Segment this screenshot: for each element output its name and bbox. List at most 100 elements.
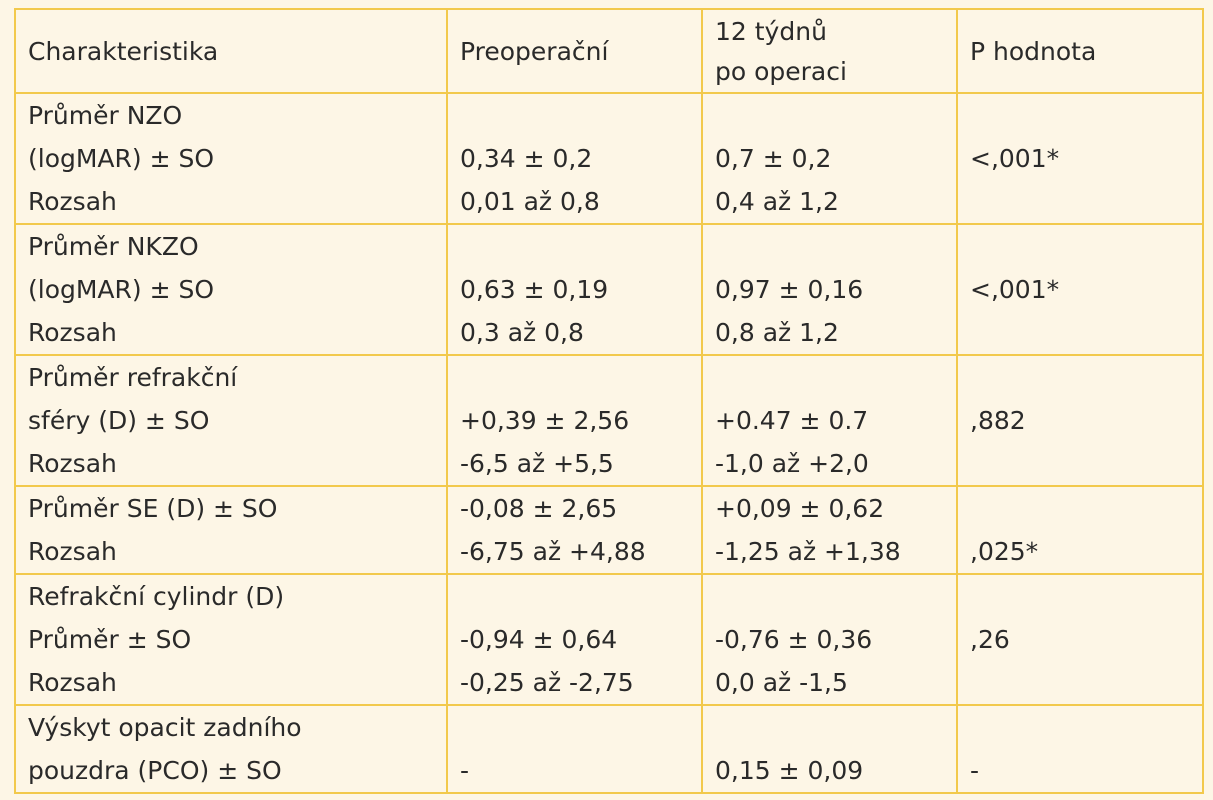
cell-line: Rozsah: [28, 318, 117, 347]
cell-line: Průměr ± SO: [28, 625, 192, 654]
cell-line: -0,76 ± 0,36: [715, 625, 873, 654]
cell-line: [970, 226, 1190, 268]
cell-characteristic: Průměr refrakční sféry (D) ± SO Rozsah: [14, 354, 448, 487]
cell-line: 0,0 až -1,5: [715, 668, 848, 697]
cell-line: -6,5 až +5,5: [460, 449, 614, 478]
table-row: Výskyt opacit zadního pouzdra (PCO) ± SO -…: [14, 704, 1204, 794]
cell-line: Rozsah: [28, 537, 117, 566]
cell-characteristic: Průměr NKZO (logMAR) ± SO Rozsah: [14, 223, 448, 356]
cell-pvalue: ,882: [956, 354, 1204, 487]
cell-line: <,001*: [970, 144, 1060, 173]
cell-line: -0,94 ± 0,64: [460, 625, 618, 654]
header-characteristic: Charakteristika: [14, 8, 448, 94]
cell-line: +0,09 ± 0,62: [715, 494, 885, 523]
cell-line: [970, 442, 1190, 484]
cell-preop: 0,63 ± 0,19 0,3 až 0,8: [446, 223, 703, 356]
cell-line: -6,75 až +4,88: [460, 537, 646, 566]
header-pvalue: P hodnota: [956, 8, 1204, 94]
cell-line: -1,25 až +1,38: [715, 537, 901, 566]
cell-line: Průměr NKZO: [28, 232, 199, 261]
cell-line: pouzdra (PCO) ± SO: [28, 756, 282, 785]
cell-postop: 0,97 ± 0,16 0,8 až 1,2: [701, 223, 958, 356]
cell-line: [970, 357, 1190, 399]
cell-line: -0,25 až -2,75: [460, 668, 634, 697]
cell-line: [460, 707, 689, 749]
cell-characteristic: Refrakční cylindr (D) Průměr ± SO Rozsah: [14, 573, 448, 706]
cell-line: (logMAR) ± SO: [28, 275, 215, 304]
cell-line: Průměr refrakční: [28, 363, 238, 392]
cell-line: ,26: [970, 625, 1010, 654]
cell-line: -: [970, 756, 980, 785]
cell-line: 0,34 ± 0,2: [460, 144, 593, 173]
cell-line: [970, 95, 1190, 137]
cell-preop: -: [446, 704, 703, 794]
header-row: Charakteristika Preoperační 12 týdnů po …: [14, 8, 1204, 94]
table-row: Průměr SE (D) ± SO Rozsah -0,08 ± 2,65 -6,7…: [14, 485, 1204, 575]
cell-line: [970, 180, 1190, 222]
cell-line: [970, 488, 1190, 530]
cell-line: (logMAR) ± SO: [28, 144, 215, 173]
cell-line: Rozsah: [28, 449, 117, 478]
cell-line: Refrakční cylindr (D): [28, 582, 285, 611]
cell-postop: 0,7 ± 0,2 0,4 až 1,2: [701, 92, 958, 225]
table-row: Refrakční cylindr (D) Průměr ± SO Rozsah -0…: [14, 573, 1204, 706]
cell-line: [715, 707, 944, 749]
cell-line: 0,01 až 0,8: [460, 187, 600, 216]
table-row: Průměr refrakční sféry (D) ± SO Rozsah +0,3…: [14, 354, 1204, 487]
cell-line: [460, 357, 689, 399]
cell-line: 0,63 ± 0,19: [460, 275, 609, 304]
cell-line: -1,0 až +2,0: [715, 449, 869, 478]
cell-line: [460, 576, 689, 618]
cell-characteristic: Výskyt opacit zadního pouzdra (PCO) ± SO: [14, 704, 448, 794]
cell-line: sféry (D) ± SO: [28, 406, 210, 435]
table-row: Průměr NZO (logMAR) ± SO Rozsah 0,34 ± 0,2 0…: [14, 92, 1204, 225]
cell-line: [970, 707, 1190, 749]
cell-characteristic: Průměr SE (D) ± SO Rozsah: [14, 485, 448, 575]
cell-line: +0.47 ± 0.7: [715, 406, 869, 435]
cell-line: Průměr SE (D) ± SO: [28, 494, 278, 523]
cell-line: [460, 95, 689, 137]
cell-line: [715, 226, 944, 268]
cell-line: ,025*: [970, 537, 1039, 566]
cell-pvalue: ,025*: [956, 485, 1204, 575]
cell-characteristic: Průměr NZO (logMAR) ± SO Rozsah: [14, 92, 448, 225]
cell-line: [460, 226, 689, 268]
table-row: Průměr NKZO (logMAR) ± SO Rozsah 0,63 ± 0,1…: [14, 223, 1204, 356]
cell-postop: -0,76 ± 0,36 0,0 až -1,5: [701, 573, 958, 706]
cell-line: Rozsah: [28, 668, 117, 697]
cell-line: Průměr NZO: [28, 101, 183, 130]
cell-line: 0,7 ± 0,2: [715, 144, 832, 173]
cell-preop: +0,39 ± 2,56 -6,5 až +5,5: [446, 354, 703, 487]
cell-preop: -0,08 ± 2,65 -6,75 až +4,88: [446, 485, 703, 575]
cell-line: [715, 357, 944, 399]
cell-line: <,001*: [970, 275, 1060, 304]
results-table: Charakteristika Preoperační 12 týdnů po …: [14, 8, 1204, 794]
cell-line: 0,15 ± 0,09: [715, 756, 864, 785]
cell-pvalue: <,001*: [956, 92, 1204, 225]
cell-line: [970, 311, 1190, 353]
cell-preop: -0,94 ± 0,64 -0,25 až -2,75: [446, 573, 703, 706]
cell-line: 0,4 až 1,2: [715, 187, 839, 216]
cell-pvalue: ,26: [956, 573, 1204, 706]
cell-pvalue: <,001*: [956, 223, 1204, 356]
cell-postop: +0.47 ± 0.7 -1,0 až +2,0: [701, 354, 958, 487]
cell-line: 0,97 ± 0,16: [715, 275, 864, 304]
cell-line: [715, 576, 944, 618]
cell-line: [970, 576, 1190, 618]
cell-line: [715, 95, 944, 137]
cell-line: 0,8 až 1,2: [715, 318, 839, 347]
cell-line: ,882: [970, 406, 1026, 435]
cell-postop: +0,09 ± 0,62 -1,25 až +1,38: [701, 485, 958, 575]
header-postop: 12 týdnů po operaci: [701, 8, 958, 94]
header-preop: Preoperační: [446, 8, 703, 94]
cell-line: -0,08 ± 2,65: [460, 494, 618, 523]
cell-preop: 0,34 ± 0,2 0,01 až 0,8: [446, 92, 703, 225]
cell-postop: 0,15 ± 0,09: [701, 704, 958, 794]
cell-line: -: [460, 756, 470, 785]
cell-line: Rozsah: [28, 187, 117, 216]
cell-line: 0,3 až 0,8: [460, 318, 584, 347]
cell-line: [970, 661, 1190, 703]
cell-line: +0,39 ± 2,56: [460, 406, 630, 435]
cell-pvalue: -: [956, 704, 1204, 794]
